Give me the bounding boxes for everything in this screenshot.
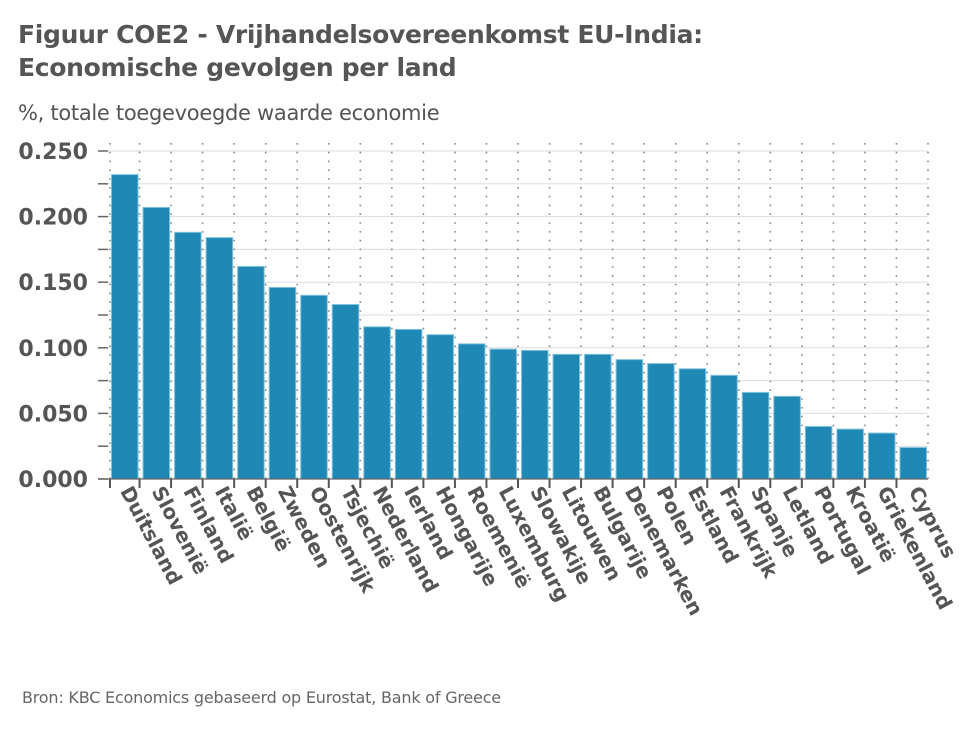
y-tick-label: 0.250: [18, 140, 88, 165]
bar-estland: [678, 368, 707, 480]
bar-bulgarije: [584, 353, 612, 480]
bar-litouwen: [552, 353, 581, 480]
y-tick-label: 0.150: [18, 271, 88, 296]
bar-frankrijk: [710, 374, 738, 480]
bar-tsjechië: [331, 304, 360, 480]
bar-oostenrijk: [300, 294, 328, 480]
bar-ierland: [394, 328, 423, 480]
chart-title: Figuur COE2 - Vrijhandelsovereenkomst EU…: [18, 18, 703, 84]
bar-portugal: [804, 426, 833, 480]
bar-cyprus: [899, 447, 928, 480]
bar-zweden: [268, 286, 297, 480]
y-axis: 0.000 0.050 0.100 0.150 0.200 0.250: [18, 140, 108, 493]
chart-subtitle: %, totale toegevoegde waarde economie: [18, 101, 440, 125]
bar-nederland: [363, 326, 391, 480]
bar-hongarije: [426, 334, 454, 480]
x-axis: DuitslandSloveniëFinlandItaliëBelgiëZwed…: [98, 478, 960, 619]
bar-slovenië: [142, 206, 171, 480]
source-note: Bron: KBC Economics gebaseerd op Eurosta…: [22, 688, 501, 707]
bar-slowakije: [521, 349, 549, 480]
bar-belgië: [237, 265, 265, 480]
bar-letland: [773, 395, 801, 480]
bar-luxemburg: [489, 348, 518, 480]
bar-duitsland: [111, 174, 139, 480]
chart-title-line2: Economische gevolgen per land: [18, 53, 457, 82]
vertical-dotted-grid: [109, 143, 929, 479]
bar-kroatië: [836, 428, 864, 480]
bar-finland: [174, 231, 202, 480]
bars: [111, 174, 928, 480]
bar-spanje: [741, 391, 770, 480]
y-tick-label: 0.050: [18, 402, 88, 427]
bar-roemenië: [457, 343, 486, 480]
chart-title-line1: Figuur COE2 - Vrijhandelsovereenkomst EU…: [18, 20, 703, 49]
y-tick-label: 0.200: [18, 206, 88, 231]
bar-polen: [647, 363, 675, 480]
y-tick-label: 0.100: [18, 337, 88, 362]
bar-italië: [205, 237, 234, 480]
bar-griekenland: [867, 432, 896, 480]
bar-denemarken: [615, 359, 644, 480]
y-tick-label: 0.000: [18, 468, 88, 493]
